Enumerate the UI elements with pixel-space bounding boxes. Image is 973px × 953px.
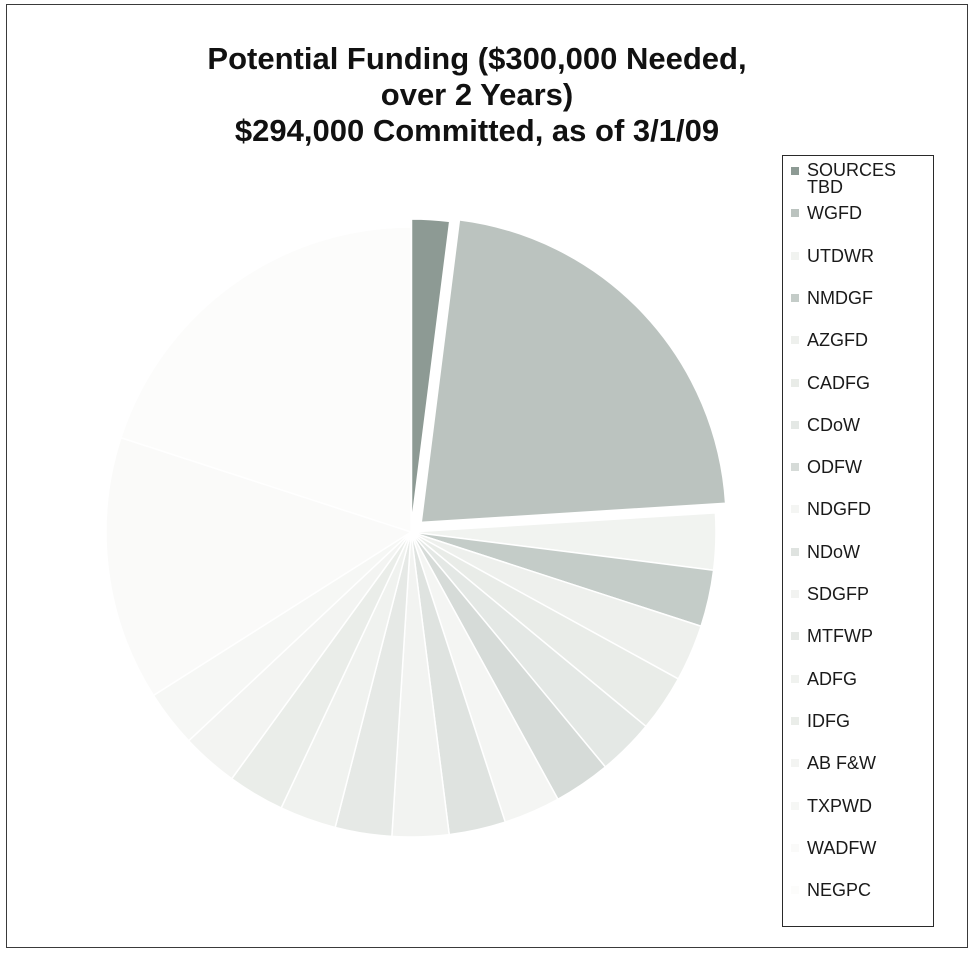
legend-label: UTDWR <box>807 245 874 266</box>
legend-swatch <box>791 716 799 725</box>
legend-swatch <box>791 251 799 260</box>
legend-label: NEGPC <box>807 880 872 901</box>
legend-label: AZGFD <box>807 330 868 351</box>
legend-swatch <box>791 590 799 598</box>
legend-swatch <box>791 674 799 683</box>
chart-title-line-2: over 2 Years) <box>380 77 574 112</box>
legend-swatch <box>791 420 799 429</box>
legend-swatch <box>791 801 799 810</box>
legend-swatch <box>791 505 799 514</box>
chart-title-line-1: Potential Funding ($300,000 Needed, <box>207 41 747 76</box>
legend-label: WGFD <box>807 203 862 224</box>
legend-label: IDFG <box>807 710 850 731</box>
chart-frame: Potential Funding ($300,000 Needed, over… <box>6 4 968 948</box>
legend-label: CDoW <box>807 414 860 435</box>
legend-label: SOURCES TBD <box>807 160 897 197</box>
chart-title: Potential Funding ($300,000 Needed, over… <box>147 41 807 149</box>
legend-swatch <box>791 843 799 852</box>
legend-label: CADFG <box>807 372 870 393</box>
legend-label: NMDGF <box>807 287 873 308</box>
legend: SOURCES TBD WGFD UTDWR NMDGF AZGFD CADFG CDoW O… <box>782 155 934 927</box>
pie-slice-sources-tbd <box>410 218 451 525</box>
pie-slice-wadfw <box>105 436 413 697</box>
legend-label: ODFW <box>807 457 862 478</box>
legend-swatch <box>791 167 799 175</box>
legend-swatch <box>791 759 799 768</box>
legend-label: TXPWD <box>807 795 872 816</box>
legend-label: WADFW <box>807 837 877 858</box>
chart-title-line-3: $294,000 Committed, as of 3/1/09 <box>234 113 720 148</box>
legend-swatch <box>791 378 799 387</box>
legend-label: NDoW <box>807 541 860 562</box>
legend-swatch <box>791 336 799 345</box>
legend-swatch <box>791 547 799 556</box>
legend-label: AB F&W <box>807 753 877 774</box>
pie-chart <box>105 218 727 838</box>
pie-slice-wgfd <box>420 218 727 524</box>
legend-swatch <box>791 209 799 218</box>
legend-label: NDGFD <box>807 499 871 520</box>
legend-label: SDGFP <box>807 584 870 604</box>
pie-slice-negpc <box>119 226 412 534</box>
legend-label: MTFWP <box>807 626 873 647</box>
legend-swatch <box>791 886 799 895</box>
legend-label: ADFG <box>807 668 858 689</box>
legend-swatch <box>791 463 799 472</box>
legend-swatch <box>791 293 799 302</box>
legend-swatch <box>791 632 799 641</box>
